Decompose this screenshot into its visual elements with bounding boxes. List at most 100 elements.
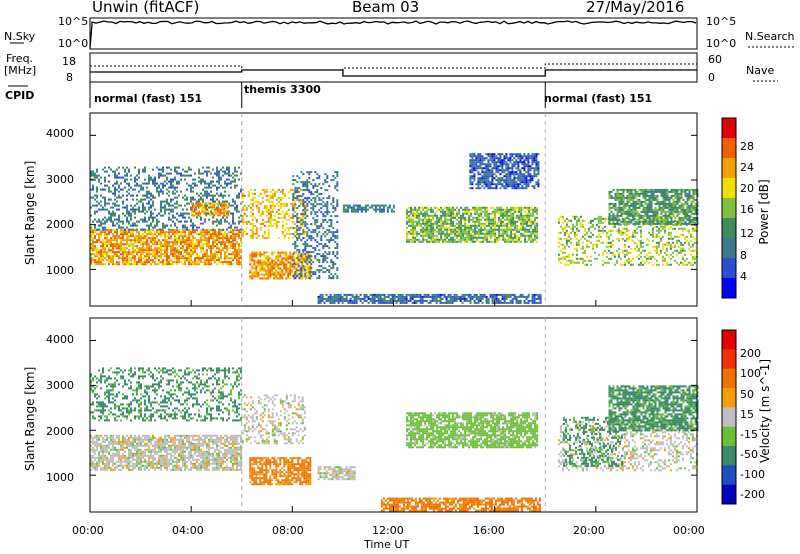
velocity-echo-region-6 [406, 412, 539, 449]
nsky-tick-high: 10^5 [58, 15, 89, 28]
cb1-swatch-6 [722, 238, 736, 259]
power-echo-region-5 [292, 171, 339, 280]
power-echo-region-8 [406, 206, 539, 243]
cb2-swatch-1 [722, 349, 736, 370]
cb2-swatch-4 [722, 407, 736, 428]
nave-tick-low: 0 [708, 71, 715, 84]
freq-tick-high: 18 [62, 55, 76, 68]
p2-ytick-3000: 3000 [46, 379, 74, 392]
power-echo-region-9 [469, 153, 540, 190]
cb2-tick-neg15: -15 [740, 428, 758, 441]
beam-title: Beam 03 [352, 0, 420, 16]
velocity-echo-region-5 [380, 497, 541, 512]
cb1-tick-20: 20 [740, 182, 754, 195]
cb1-tick-24: 24 [740, 161, 754, 174]
cb2-tick-neg200: -200 [740, 488, 765, 501]
cb1-tick-4: 4 [740, 270, 747, 283]
power-echo-region-6 [317, 293, 542, 304]
cb2-swatch-2 [722, 368, 736, 389]
nsky-trace [89, 20, 697, 49]
cb2-frame [721, 329, 737, 505]
cb2-swatch-7 [722, 465, 736, 486]
p2-ytick-4000: 4000 [46, 333, 74, 346]
site-title: Unwin (fitACF) [92, 0, 200, 16]
power-echo-region-1 [90, 166, 242, 231]
cb1-tick-28: 28 [740, 140, 754, 153]
cb1-swatch-5 [722, 218, 736, 239]
cpid-label: CPID [5, 89, 35, 102]
axes [89, 112, 698, 513]
xtick-2400: 00:00 [673, 524, 705, 537]
cb1-swatch-3 [722, 178, 736, 199]
p1-ytick-4000: 4000 [46, 127, 74, 140]
cb2-swatch-8 [722, 484, 736, 505]
cb1-frame [721, 117, 737, 299]
nsky-tick-low: 10^0 [58, 37, 89, 50]
header-strip [8, 17, 795, 108]
nsky-box [89, 17, 698, 50]
cb2-swatch-6 [722, 446, 736, 466]
cpid-mode-1: normal (fast) 151 [94, 92, 203, 105]
nsearch-label: N.Search [745, 30, 795, 43]
freq-label: Freq. [6, 52, 34, 65]
cb2-label: Velocity [m s^-1] [758, 358, 772, 463]
power-echo-region-2 [191, 202, 230, 217]
nave-trace [90, 63, 697, 71]
freq-box [89, 52, 698, 83]
xaxis-label: Time UT [364, 538, 410, 551]
p1-ytick-3000: 3000 [46, 173, 74, 186]
cb2-tick-200: 200 [740, 347, 761, 360]
cb1-tick-16: 16 [740, 203, 754, 216]
power-echo-region-10 [557, 215, 698, 266]
xtick-0000: 00:00 [72, 524, 104, 537]
freq-trace [90, 69, 697, 77]
cb2-tick-neg50: -50 [740, 448, 758, 461]
cpid-mode-2: themis 3300 [244, 83, 321, 96]
velocity-echo-map [90, 367, 699, 512]
velocity-echo-region-8 [563, 416, 623, 467]
cb2-swatch-0 [722, 330, 736, 350]
cb1-swatch-4 [722, 198, 736, 219]
cb1-swatch-8 [722, 278, 736, 299]
power-echo-region-3 [241, 188, 306, 239]
cb1-swatch-7 [722, 258, 736, 279]
cb1-tick-12: 12 [740, 227, 754, 240]
panel-frame-2 [89, 317, 698, 513]
cb1-tick-8: 8 [740, 249, 747, 262]
nsky-label: N.Sky [4, 30, 36, 43]
nave-label: Nave [746, 64, 775, 77]
velocity-echo-region-0 [90, 434, 242, 471]
nsearch-tick-high: 10^5 [706, 15, 737, 28]
velocity-echo-region-2 [241, 394, 306, 445]
cb2-tick-50: 50 [740, 388, 754, 401]
date-title: 27/May/2016 [586, 0, 685, 16]
nave-tick-high: 60 [708, 53, 722, 66]
xtick-0800: 08:00 [272, 524, 304, 537]
velocity-echo-region-4 [317, 466, 356, 481]
freq-unit-label: [MHz] [4, 64, 37, 77]
cb2-tick-15: 15 [740, 408, 754, 421]
p2-ylabel: Slant Range [km] [23, 366, 37, 471]
power-echo-map [90, 153, 699, 304]
xtick-0400: 04:00 [172, 524, 204, 537]
p2-ytick-1000: 1000 [46, 471, 74, 484]
power-echo-region-11 [608, 188, 699, 225]
velocity-echo-region-1 [90, 367, 242, 422]
colorbars [721, 117, 737, 505]
power-echo-region-0 [90, 229, 242, 266]
cb2-tick-100: 100 [740, 367, 761, 380]
velocity-echo-region-9 [608, 385, 699, 432]
xtick-1600: 16:00 [473, 524, 505, 537]
nsearch-tick-low: 10^0 [706, 37, 737, 50]
velocity-echo-region-3 [249, 457, 312, 486]
cb2-tick-neg100: -100 [740, 468, 765, 481]
p1-ytick-2000: 2000 [46, 218, 74, 231]
xtick-2000: 20:00 [573, 524, 605, 537]
cb1-swatch-0 [722, 118, 736, 139]
cb1-swatch-2 [722, 158, 736, 179]
xtick-1200: 12:00 [372, 524, 404, 537]
power-echo-region-7 [342, 204, 395, 213]
cb1-swatch-1 [722, 138, 736, 159]
cb1-label: Power [dB] [757, 179, 771, 245]
